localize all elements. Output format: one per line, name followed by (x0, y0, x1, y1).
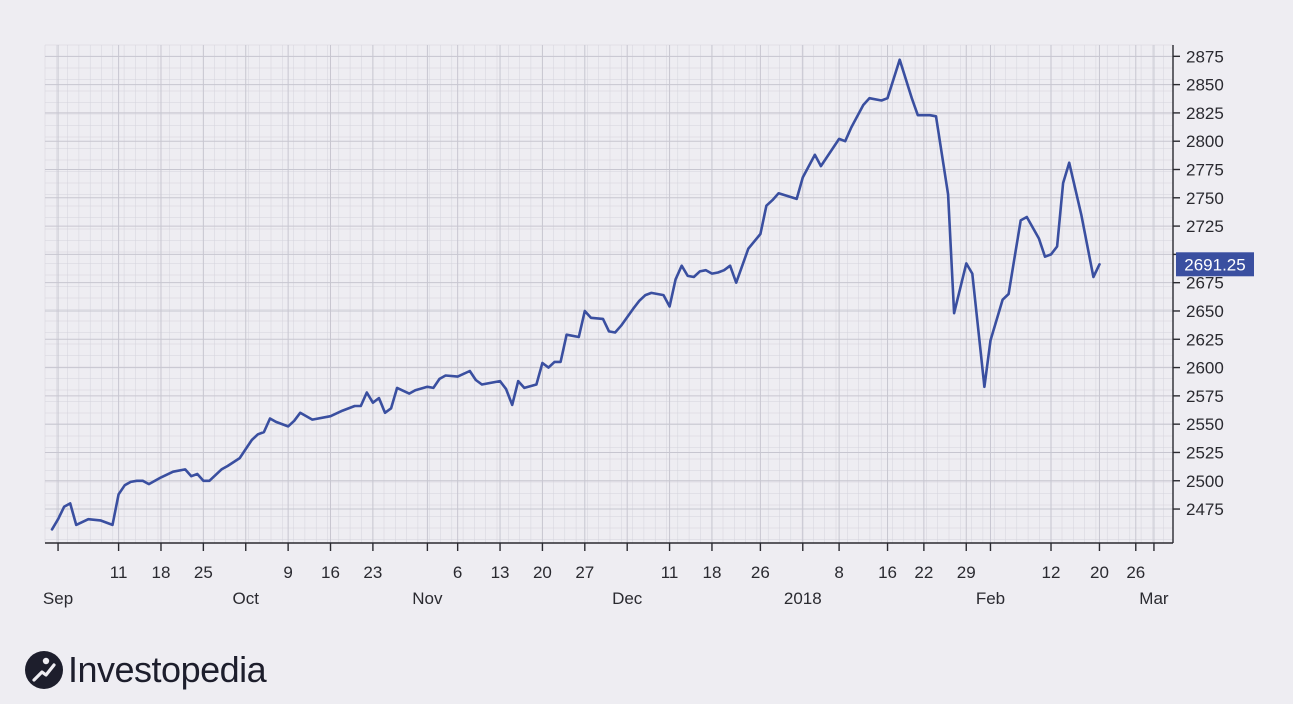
y-tick-label: 2800 (1186, 132, 1224, 151)
x-month-label: Dec (612, 589, 643, 608)
x-tick-label: 8 (834, 563, 843, 582)
price-chart: 2475250025252550257526002625265026752725… (43, 44, 1254, 608)
investopedia-logo: Investopedia (24, 649, 267, 690)
x-tick-label: 11 (661, 563, 679, 582)
x-tick-label: 9 (283, 563, 292, 582)
y-tick-label: 2675 (1186, 274, 1224, 293)
x-tick-label: 26 (1126, 563, 1145, 582)
x-tick-label: 22 (914, 563, 933, 582)
x-tick-label: 18 (702, 563, 721, 582)
x-tick-label: 12 (1042, 563, 1061, 582)
y-tick-label: 2525 (1186, 443, 1224, 462)
y-tick-label: 2550 (1186, 415, 1224, 434)
y-tick-label: 2600 (1186, 359, 1224, 378)
x-tick-label: 27 (575, 563, 594, 582)
y-tick-label: 2500 (1186, 472, 1224, 491)
x-tick-label: 16 (321, 563, 340, 582)
last-value-label: 2691.25 (1184, 255, 1245, 274)
x-tick-label: 6 (453, 563, 462, 582)
y-tick-label: 2475 (1186, 500, 1224, 519)
y-tick-label: 2725 (1186, 217, 1224, 236)
x-month-label: Sep (43, 589, 73, 608)
x-month-label: Nov (412, 589, 443, 608)
x-tick-label: 11 (110, 563, 128, 582)
y-tick-label: 2775 (1186, 161, 1224, 180)
investopedia-logo-icon (25, 651, 63, 689)
y-tick-label: 2650 (1186, 302, 1224, 321)
y-tick-label: 2825 (1186, 104, 1224, 123)
y-tick-label: 2625 (1186, 330, 1224, 349)
x-tick-label: 13 (491, 563, 510, 582)
x-tick-label: 16 (878, 563, 897, 582)
x-month-label: Oct (233, 589, 260, 608)
x-tick-label: 18 (152, 563, 171, 582)
x-tick-label: 20 (1090, 563, 1109, 582)
y-tick-label: 2850 (1186, 76, 1224, 95)
series-line (50, 58, 1101, 531)
x-tick-label: 20 (533, 563, 552, 582)
x-tick-label: 25 (194, 563, 213, 582)
x-tick-label: 23 (363, 563, 382, 582)
x-tick-label: 29 (957, 563, 976, 582)
x-month-label: Feb (976, 589, 1005, 608)
y-tick-label: 2750 (1186, 189, 1224, 208)
last-value-badge (1176, 252, 1254, 277)
x-tick-label: 26 (751, 563, 770, 582)
y-tick-label: 2575 (1186, 387, 1224, 406)
logo-text: Investopedia (68, 649, 267, 690)
x-month-label: 2018 (784, 589, 822, 608)
x-month-label: Mar (1139, 589, 1169, 608)
y-tick-label: 2875 (1186, 47, 1224, 66)
